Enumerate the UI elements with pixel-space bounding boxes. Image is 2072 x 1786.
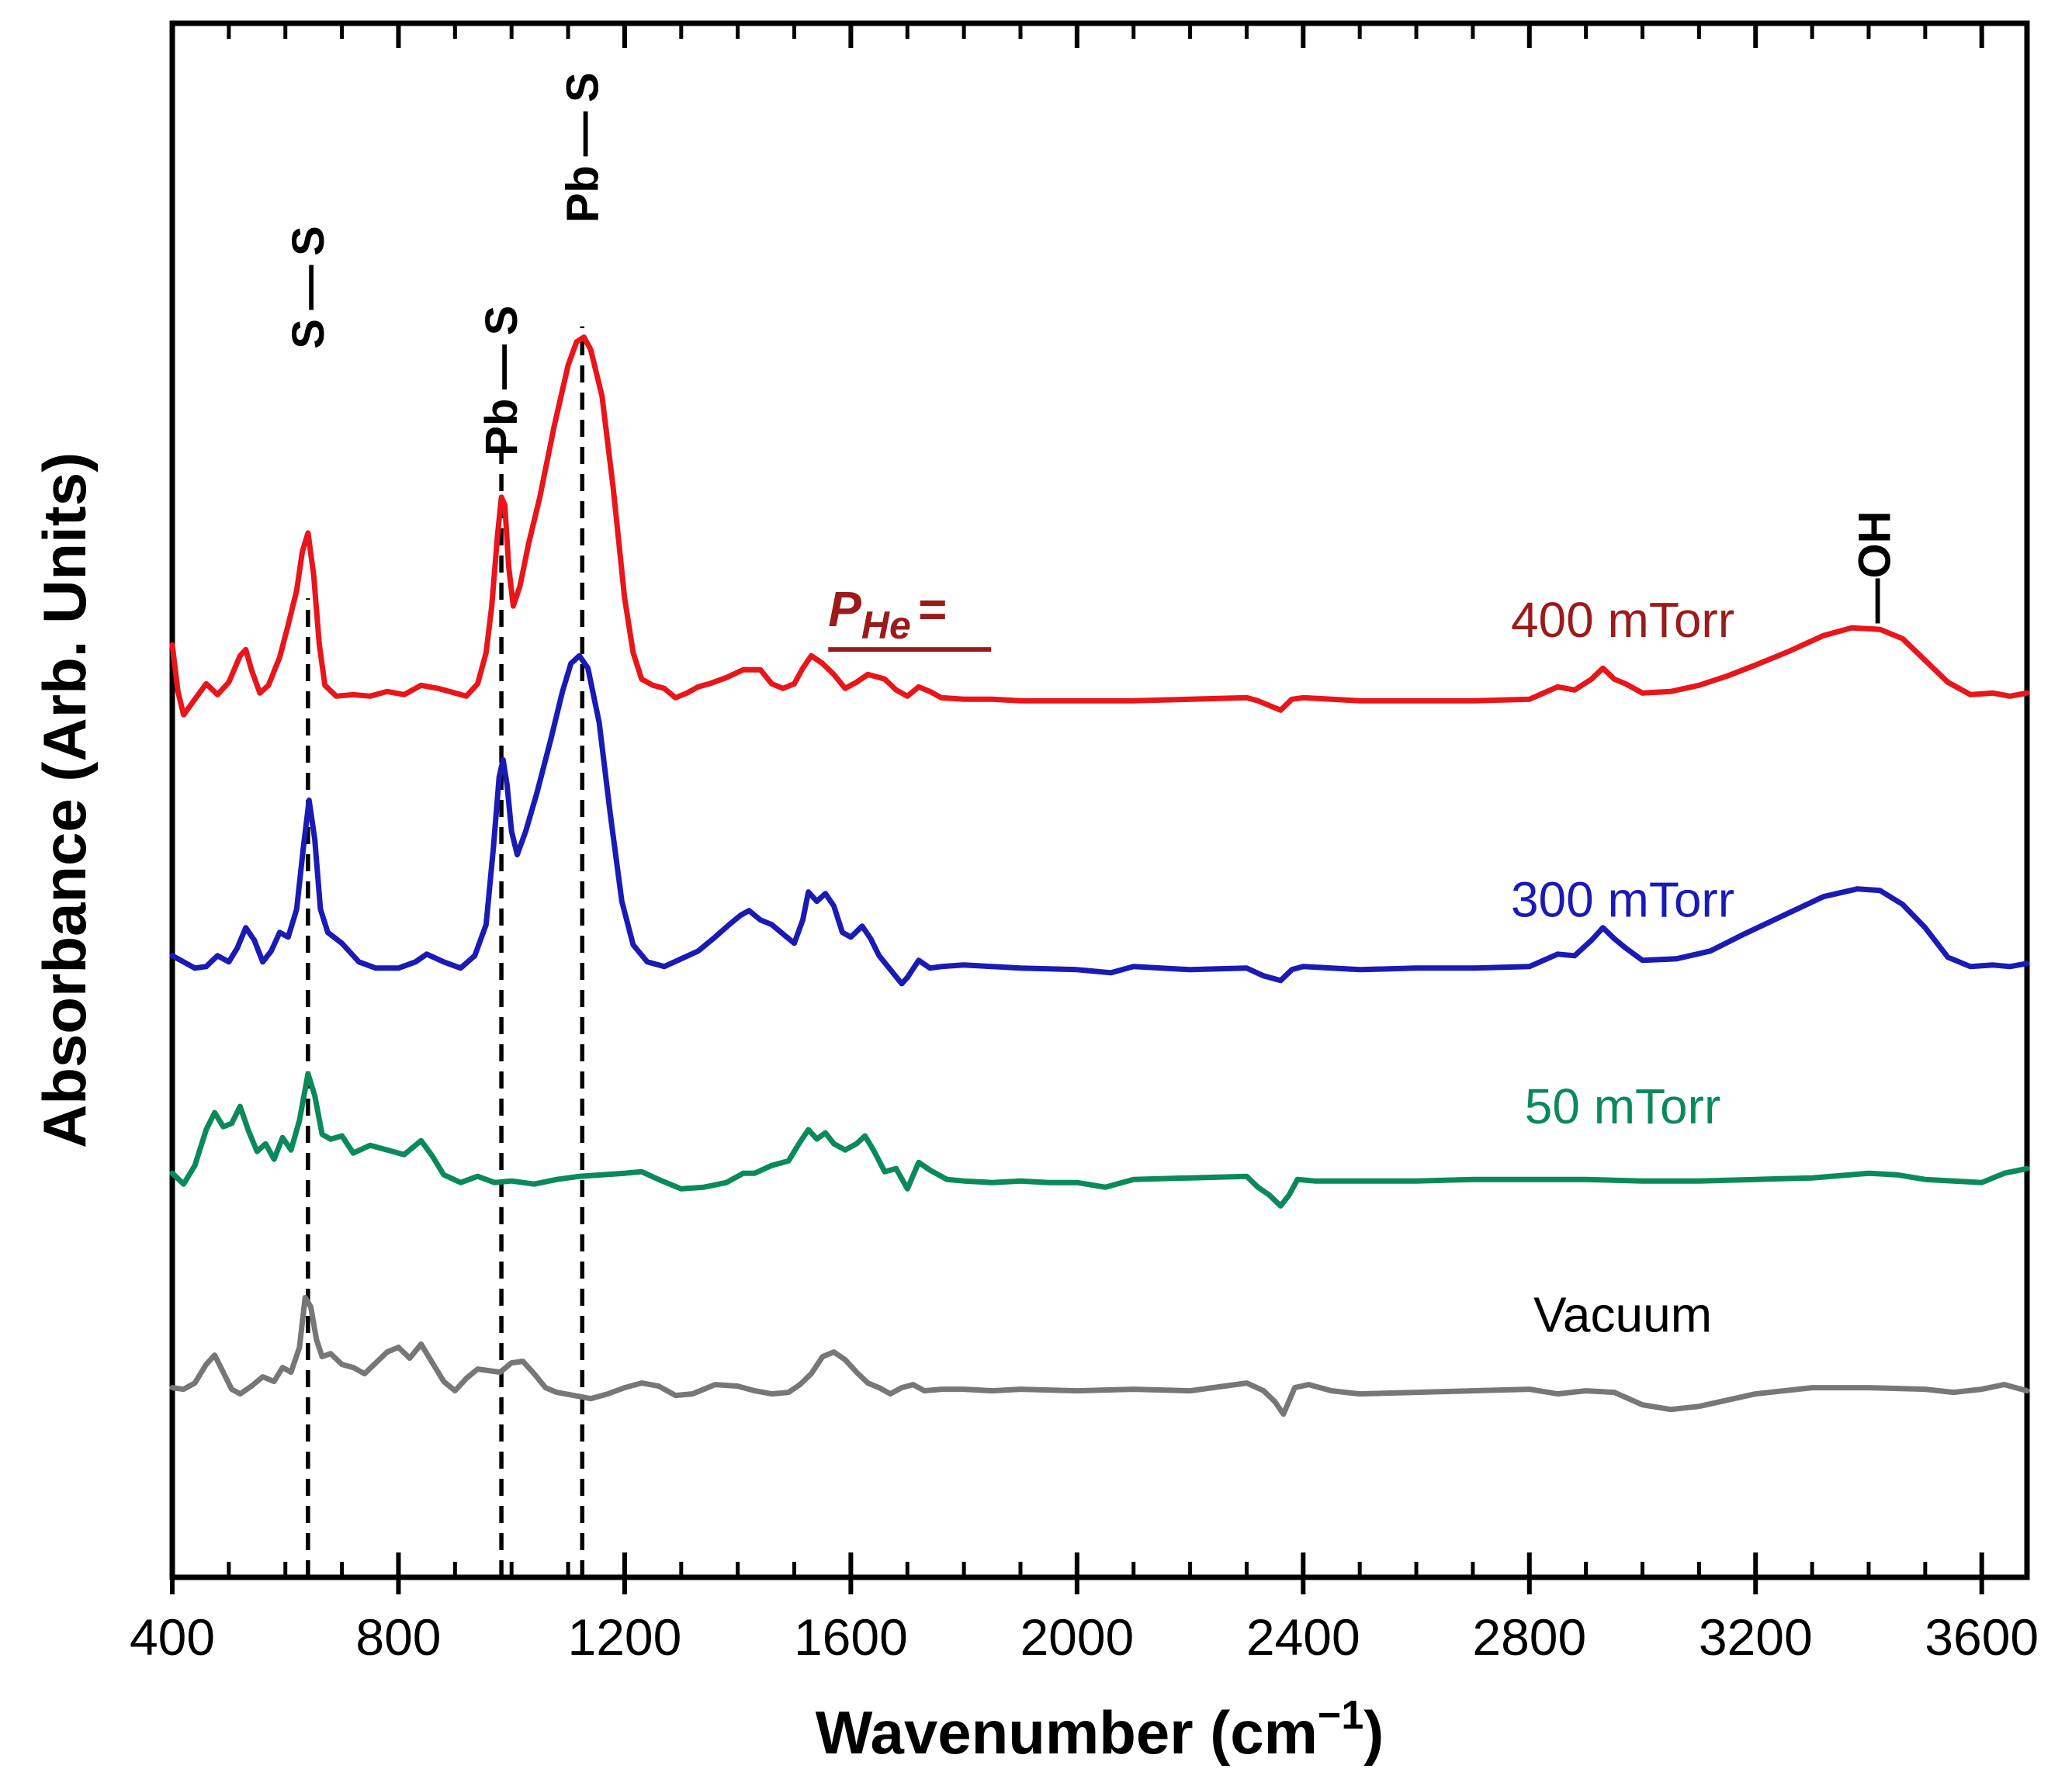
series-line-300-mtorr [169,652,2030,987]
series-line-400-mtorr [169,334,2030,718]
labels: 400 800 1200 1600 2000 2400 2800 3200 3600 Wavenu… [30,72,2039,1767]
x-axis-title-superscript: −1 [1318,1693,1363,1738]
plot-area [169,326,2030,1577]
x-tick-label: 2400 [1246,1608,1360,1666]
x-axis-title: Wavenumber (cm−1) [816,1693,1384,1767]
x-tick-label: 1600 [794,1608,908,1666]
series-label: Vacuum [1533,1287,1712,1343]
peak-annotation: S — S [283,226,334,349]
peak-annotation: Pb — S [557,72,608,223]
series-line-vacuum [169,1295,2030,1417]
x-tick-label: 800 [355,1608,441,1666]
plot-frame [169,20,2030,1580]
x-axis-title-main: Wavenumber (cm [816,1698,1318,1767]
x-tick-label: 2000 [1020,1608,1134,1666]
x-tick-label: 2800 [1472,1608,1586,1666]
legend-title: PHe = [828,581,946,647]
legend-title-sub: He [861,604,911,647]
series-line-50-mtorr [169,1071,2030,1209]
peak-annotation: —OH [1849,511,1900,624]
peak-annotation: Pb — S [476,306,527,456]
x-tick-label: 400 [130,1608,215,1666]
axes [169,20,2030,1594]
y-axis-title: Absorbance (Arb. Units) [30,452,99,1148]
legend-title-eq: = [917,581,946,637]
series-label: 400 mTorr [1511,592,1734,648]
x-axis-title-close: ) [1363,1698,1384,1767]
series-label: 300 mTorr [1511,872,1734,928]
x-tick-label: 3200 [1699,1608,1813,1666]
x-tick-label: 3600 [1925,1608,2039,1666]
x-tick-label: 1200 [568,1608,682,1666]
series-label: 50 mTorr [1525,1078,1721,1134]
legend-title-p: P [828,581,861,637]
